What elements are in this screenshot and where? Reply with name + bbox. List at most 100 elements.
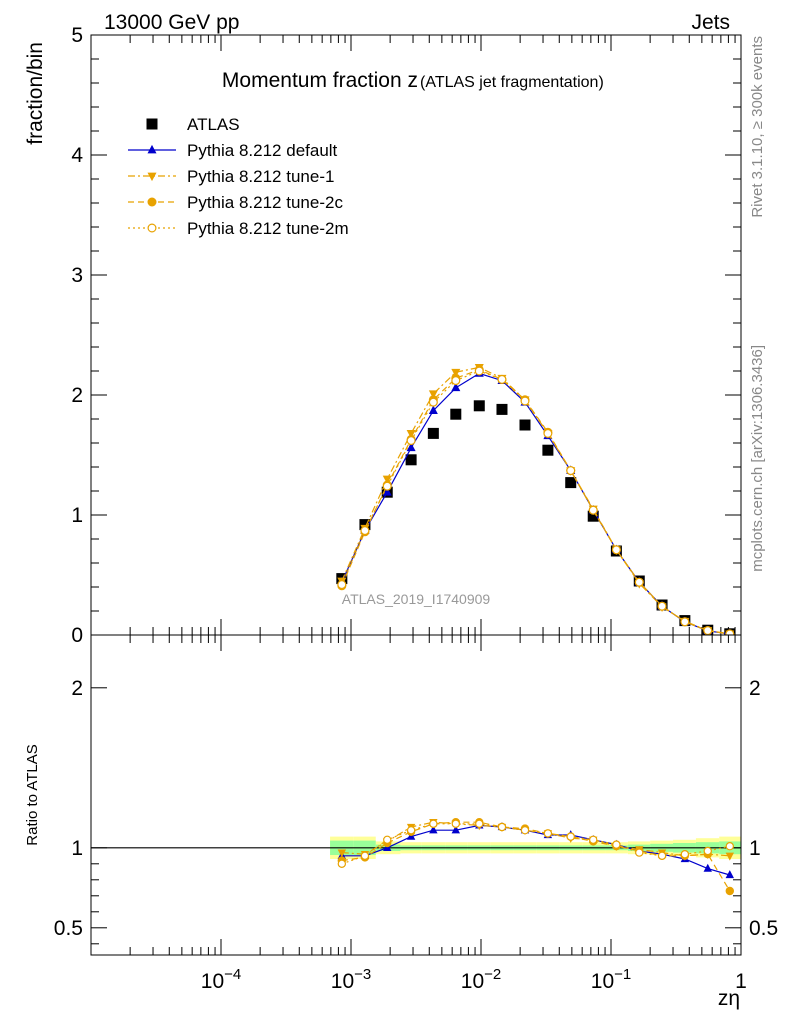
rivet-side-label: Rivet 3.1.10, ≥ 300k events [749, 36, 766, 218]
main-series-4-point [474, 366, 484, 376]
ratio-series-0-point [429, 825, 438, 834]
legend-marker [146, 118, 158, 130]
ratio-series-0-point [451, 825, 461, 834]
ratio-series-3-point [703, 846, 712, 856]
legend-label: Pythia 8.212 tune-2m [187, 219, 349, 238]
main-series-4-point [382, 481, 392, 491]
main-y-axis-label: fraction/bin [24, 42, 47, 145]
main-series-4-point [428, 397, 438, 407]
ratio-series-3-point [543, 829, 553, 838]
main-series-4-point [520, 396, 530, 406]
main-series-4-point [497, 374, 507, 384]
analysis-watermark: ATLAS_2019_I1740909 [342, 591, 491, 607]
main-series-4-point [657, 601, 667, 611]
ratio-series-1-point [725, 852, 734, 861]
ratio-frame [90, 634, 742, 956]
main-series-group [336, 364, 736, 635]
legend-label: Pythia 8.212 tune-1 [187, 167, 334, 186]
main-series-0-point [427, 427, 439, 439]
main-series-2-point [451, 368, 461, 378]
ratio-series-3-point [680, 850, 690, 859]
ratio-series-3-point [657, 851, 667, 861]
ratio-y-axis-label: Ratio to ATLAS [24, 744, 41, 845]
main-series-4-point [566, 466, 576, 476]
main-series-4-point [360, 526, 370, 536]
ratio-series-3-point [383, 835, 392, 845]
ratio-series-3-point [406, 826, 416, 835]
main-series-0-point [359, 519, 371, 531]
ratio-series-0-point [703, 863, 712, 872]
legend-marker [147, 223, 157, 233]
main-series-3-line [341, 369, 730, 635]
ratio-series-3-point [612, 840, 621, 849]
main-series-2-point [406, 430, 416, 439]
main-series-0-point [450, 408, 462, 420]
main-series-4-point [725, 629, 735, 635]
legend-marker [147, 144, 157, 154]
ratio-series-3-point [725, 842, 734, 851]
ratio-series-3-point [360, 851, 370, 861]
main-series-2-point [382, 475, 392, 485]
main-series-4-point [337, 580, 347, 590]
ratio-panel: 0.5 0.5 1 1 2 2 10−4 10−3 10−2 10−1 1 [54, 634, 778, 993]
main-series-1-point [428, 405, 438, 414]
main-panel: 0 1 2 3 4 5 [71, 24, 742, 647]
main-series-2-point [428, 390, 438, 399]
y-tick-label: 2 [71, 384, 83, 407]
legend-marker [147, 172, 157, 182]
y-tick-label: 0 [71, 624, 83, 647]
main-series-4-point [588, 505, 598, 515]
main-series-1-point [451, 382, 461, 392]
x-tick-label: 10−3 [331, 966, 371, 993]
y-tick-label: 3 [71, 264, 83, 287]
x-axis-label: zη [718, 987, 740, 1010]
main-series-4-point [680, 617, 690, 627]
x-tick-label: 10−1 [591, 966, 631, 993]
ratio-series-3-point [429, 819, 438, 829]
main-series-4-point [703, 626, 713, 635]
main-series-1-point [382, 487, 392, 496]
ratio-y-tick-label: 2 [71, 677, 83, 700]
ratio-y-tick-label-right: 1 [749, 837, 761, 860]
ratio-series-3-point [475, 819, 484, 829]
ratio-series-3-point [520, 826, 530, 835]
y-tick-label: 5 [71, 24, 83, 47]
y-tick-label: 4 [71, 144, 83, 167]
ratio-series-3-point [566, 832, 575, 841]
mcplots-side-label: mcplots.cern.ch [arXiv:1306.3436] [749, 345, 766, 572]
ratio-y-tick-label-right: 0.5 [749, 917, 778, 940]
ratio-series-group [337, 818, 734, 896]
main-series-4-point [611, 545, 621, 555]
ratio-y-tick-label: 1 [71, 837, 83, 860]
legend-label: Pythia 8.212 default [187, 141, 338, 160]
main-series-0-point [587, 510, 599, 522]
legend-marker [147, 197, 157, 207]
category-label: Jets [691, 11, 730, 34]
main-series-0-point [496, 403, 508, 415]
main-title-sub: (ATLAS jet fragmentation) [420, 74, 604, 91]
main-series-0-point [473, 400, 485, 412]
x-tick-label: 10−4 [201, 966, 241, 993]
main-series-4-point [634, 577, 644, 587]
ratio-series-3-point [451, 819, 461, 829]
ratio-series-3-point [635, 848, 644, 857]
ratio-y-tick-label: 0.5 [54, 917, 83, 940]
main-series-0-point [405, 454, 417, 466]
main-series-4-point [406, 436, 416, 446]
ratio-series-3-point [589, 835, 598, 845]
ratio-series-3-point [497, 822, 507, 832]
ratio-y-tick-label-right: 2 [749, 677, 761, 700]
legend-label: Pythia 8.212 tune-2c [187, 193, 343, 212]
legend: ATLAS Pythia 8.212 default Pythia 8.212 tu… [128, 115, 349, 238]
main-series-4-point [451, 376, 461, 386]
legend-label: ATLAS [187, 115, 240, 134]
y-tick-label: 1 [71, 504, 83, 527]
ratio-series-3-point [337, 859, 347, 869]
ratio-series-1-line [341, 821, 730, 857]
energy-label: 13000 GeV pp [104, 11, 239, 34]
ratio-series-0-point [725, 870, 734, 879]
main-series-4-line [341, 370, 730, 635]
ratio-series-1-point [337, 849, 347, 858]
x-tick-label: 1 [735, 970, 747, 993]
